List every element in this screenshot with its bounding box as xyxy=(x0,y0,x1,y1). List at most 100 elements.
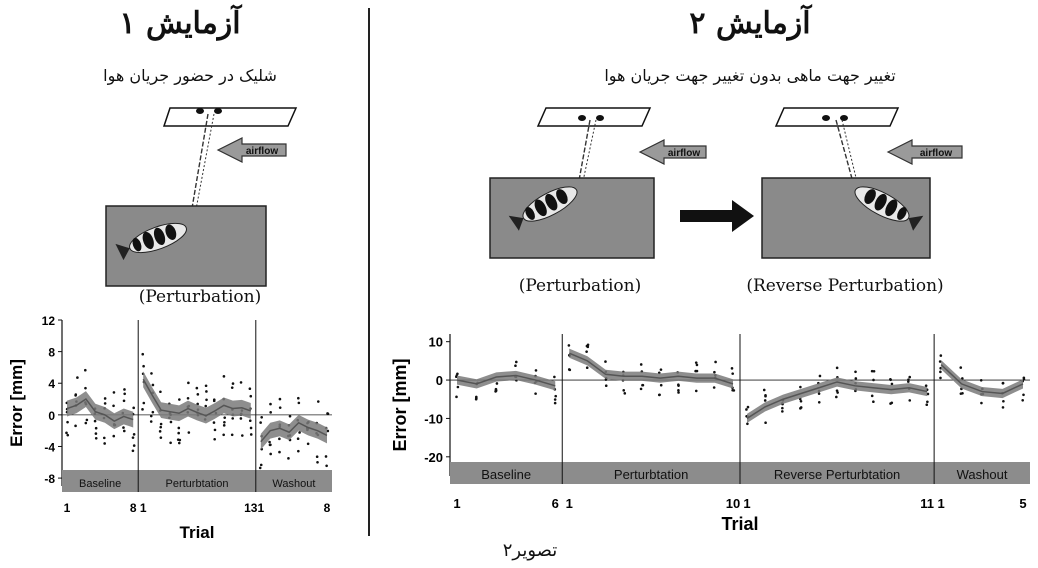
trial-point xyxy=(568,368,572,372)
trial-point xyxy=(269,443,272,447)
trial-point xyxy=(132,444,136,447)
trial-point xyxy=(456,385,460,389)
trial-point xyxy=(639,363,643,366)
trial-point xyxy=(870,394,874,398)
trial-point xyxy=(230,433,234,437)
trial-point xyxy=(315,455,319,459)
mean-error-band xyxy=(941,360,1023,399)
trial-point xyxy=(259,421,262,424)
x-axis-label: Trial xyxy=(180,523,215,542)
trial-point xyxy=(925,403,929,406)
x-tick-label: 10 xyxy=(726,496,740,511)
trial-point xyxy=(908,399,912,402)
trial-point xyxy=(961,377,964,380)
trial-point xyxy=(176,438,180,441)
panel-divider xyxy=(368,8,370,536)
trial-point xyxy=(212,398,216,402)
trial-point xyxy=(763,399,767,402)
trial-point xyxy=(604,378,608,381)
trial-point xyxy=(177,431,180,435)
trial-point xyxy=(239,417,243,420)
experiment2-condition-left: (Perturbation) xyxy=(518,276,642,296)
trial-point xyxy=(1022,376,1026,380)
trial-point xyxy=(141,352,145,356)
trial-point xyxy=(122,426,125,429)
x-tick-label: 1 xyxy=(566,496,573,511)
trial-point xyxy=(269,402,272,406)
trial-point xyxy=(288,414,292,418)
mean-error-line xyxy=(746,381,928,420)
trial-point xyxy=(553,398,557,401)
trial-point xyxy=(818,374,822,378)
trial-point xyxy=(149,414,153,418)
phase-label: Baseline xyxy=(481,467,531,482)
trial-point xyxy=(659,368,663,371)
phase-label: Baseline xyxy=(79,478,121,490)
trial-point xyxy=(604,384,608,387)
airflow-label: airflow xyxy=(920,148,952,159)
mean-error-line xyxy=(142,378,252,417)
trial-point xyxy=(159,436,163,439)
trial-point xyxy=(298,431,301,434)
trial-point xyxy=(713,370,716,374)
airflow-arrow-icon xyxy=(638,139,707,165)
trial-point xyxy=(103,397,107,400)
trial-point xyxy=(907,378,910,381)
trial-point xyxy=(534,369,538,372)
trial-point xyxy=(938,360,942,363)
trial-point xyxy=(746,405,750,409)
trial-point xyxy=(514,360,518,364)
x-tick-label: 1 xyxy=(140,501,147,515)
figure-caption: تصویر۲ xyxy=(502,540,558,561)
trial-point xyxy=(131,436,135,439)
trial-point xyxy=(622,389,626,392)
trial-point xyxy=(731,388,734,392)
y-tick-label: 0 xyxy=(48,409,55,423)
x-tick-label: 1 xyxy=(257,501,264,515)
y-tick-label: 0 xyxy=(436,373,443,388)
trial-point xyxy=(781,406,784,410)
trial-point xyxy=(534,392,537,395)
trial-point xyxy=(248,387,252,391)
camera-lens-icon xyxy=(822,115,830,121)
trial-point xyxy=(94,436,98,440)
x-axis-label: Trial xyxy=(721,514,758,534)
trial-point xyxy=(123,388,126,391)
trial-point xyxy=(142,401,146,405)
experiment2-setup-illustration: airflow airflow xyxy=(489,107,963,259)
tether-line xyxy=(577,119,591,187)
trial-point xyxy=(316,400,320,403)
trial-point xyxy=(142,364,145,368)
trial-point xyxy=(730,367,734,370)
archerfish-icon xyxy=(508,186,578,231)
trial-point xyxy=(223,420,226,424)
trial-point xyxy=(151,410,155,414)
trial-point xyxy=(817,392,821,395)
y-tick-label: 10 xyxy=(429,335,443,350)
trial-point xyxy=(205,390,208,393)
trial-point xyxy=(204,384,208,388)
trial-point xyxy=(131,449,135,453)
trial-point xyxy=(85,418,89,422)
trial-point xyxy=(762,388,766,392)
x-tick-label: 1 xyxy=(938,496,945,511)
trial-point xyxy=(799,406,803,409)
mean-error-band xyxy=(457,370,556,391)
trial-point xyxy=(959,366,963,369)
trial-point xyxy=(222,424,226,427)
trial-point xyxy=(659,383,663,387)
trial-point xyxy=(746,422,749,426)
trial-point xyxy=(123,392,126,396)
trial-point xyxy=(178,398,181,401)
trial-point xyxy=(187,431,191,434)
airflow-arrow-icon xyxy=(886,139,963,165)
trial-point xyxy=(278,406,282,409)
trial-point xyxy=(306,442,310,446)
trial-point xyxy=(980,401,983,405)
trial-point xyxy=(258,466,262,470)
trial-point xyxy=(1021,399,1024,402)
trial-point xyxy=(278,450,281,454)
trial-point xyxy=(169,441,172,445)
trial-point xyxy=(260,415,263,419)
